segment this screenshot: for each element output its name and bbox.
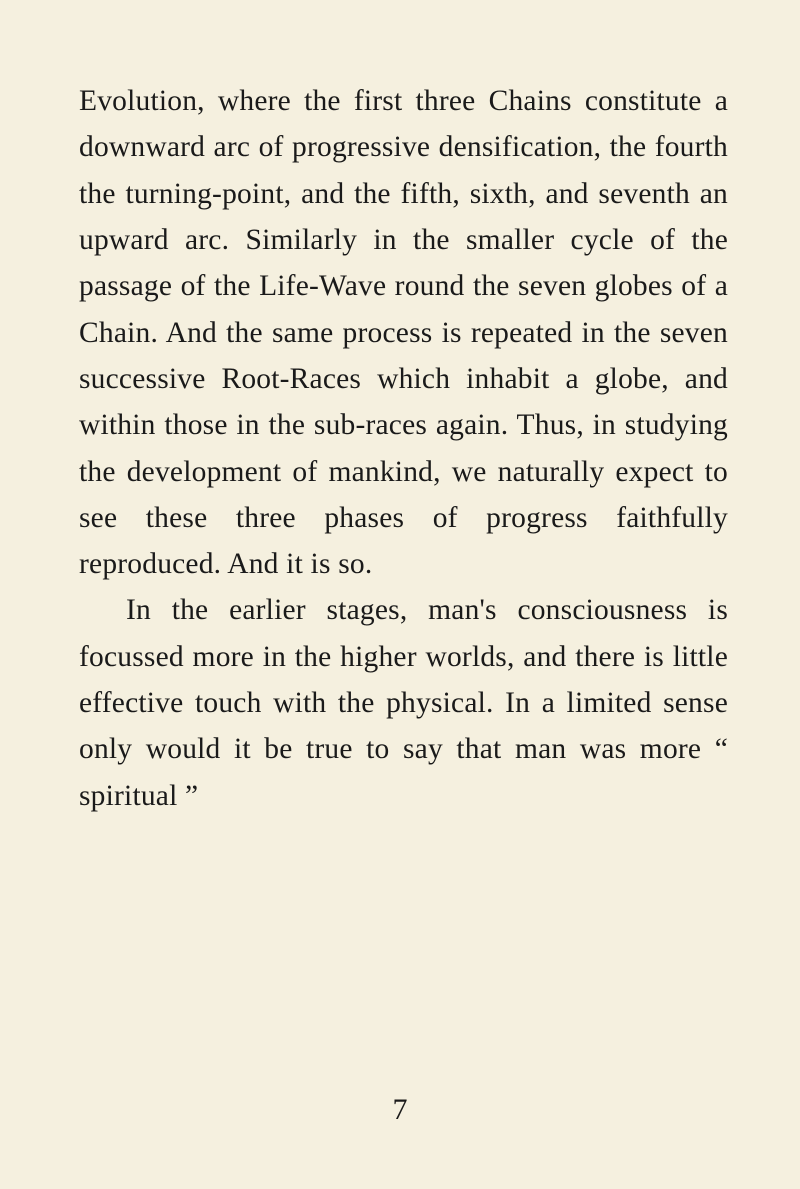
page-content: Evolution, where the first three Chains …	[79, 78, 728, 819]
paragraph-1: Evolution, where the first three Chains …	[79, 78, 728, 587]
paragraph-2: In the earlier stages, man's consciousne…	[79, 587, 728, 819]
page-number: 7	[0, 1093, 800, 1127]
